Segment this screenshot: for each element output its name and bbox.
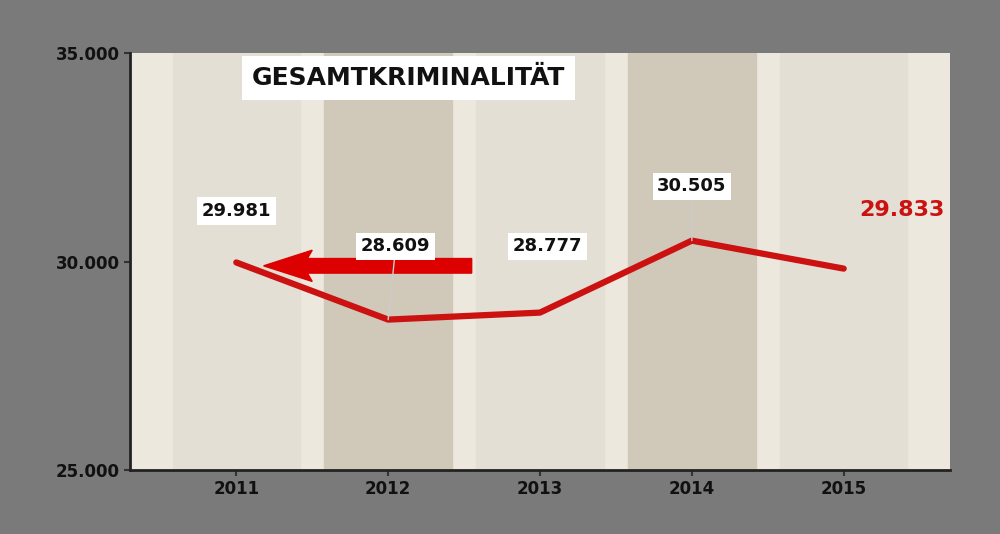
Bar: [324, 53, 452, 470]
Text: 30.505: 30.505: [657, 177, 727, 241]
Text: 28.609: 28.609: [361, 238, 430, 319]
Bar: [173, 53, 300, 470]
FancyArrow shape: [264, 250, 472, 281]
Text: 29.833: 29.833: [859, 200, 944, 220]
Text: 28.777: 28.777: [513, 238, 582, 255]
Bar: [780, 53, 907, 470]
Text: GESAMTKRIMINALITÄT: GESAMTKRIMINALITÄT: [252, 66, 565, 90]
Bar: [476, 53, 604, 470]
Bar: [628, 53, 756, 470]
Text: 29.981: 29.981: [202, 202, 271, 220]
